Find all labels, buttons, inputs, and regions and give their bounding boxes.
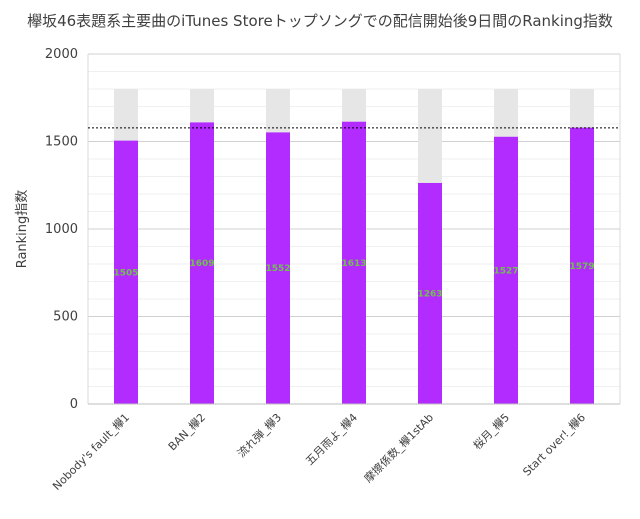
data-label: 1527 <box>493 266 518 276</box>
bar <box>114 140 138 404</box>
bar <box>342 121 366 404</box>
data-label: 1263 <box>417 289 442 299</box>
bar <box>190 122 214 405</box>
data-label: 1609 <box>189 259 214 269</box>
data-label: 1613 <box>341 259 366 269</box>
bar <box>570 127 594 405</box>
data-label: 1505 <box>113 268 138 278</box>
chart-title: 欅坂46表題系主要曲のiTunes Storeトップソングでの配信開始後9日間の… <box>27 12 613 30</box>
x-tick-label: 五月雨よ_欅4 <box>303 411 360 468</box>
y-axis-label: Ranking指数 <box>15 190 30 269</box>
x-tick-label: BAN_欅2 <box>166 411 208 453</box>
bar <box>418 182 442 404</box>
x-tick-label: Nobody's fault_欅1 <box>50 411 132 493</box>
x-tick-label: 流れ弾_欅3 <box>234 410 284 460</box>
y-axis: 0 500 1000 1500 2000 <box>45 47 78 412</box>
data-label: 1552 <box>265 264 290 274</box>
y-tick-label: 0 <box>70 397 78 412</box>
data-label: 1579 <box>569 262 594 272</box>
y-tick-label: 2000 <box>45 47 78 62</box>
x-tick-label: 桜月_欅5 <box>470 410 512 452</box>
bars <box>114 121 594 405</box>
y-tick-label: 500 <box>53 310 78 325</box>
x-tick-label: Start over!_欅6 <box>520 411 588 479</box>
bar <box>266 132 290 404</box>
x-tick-label: 摩擦係数_欅1stAb <box>361 410 436 485</box>
y-tick-label: 1500 <box>45 135 78 150</box>
x-axis: Nobody's fault_欅1 BAN_欅2 流れ弾_欅3 五月雨よ_欅4 摩擦係数… <box>50 403 620 493</box>
data-labels: 1505 1609 1552 1613 1263 1527 1579 <box>113 259 594 300</box>
bar <box>494 136 518 404</box>
y-tick-label: 1000 <box>45 222 78 237</box>
